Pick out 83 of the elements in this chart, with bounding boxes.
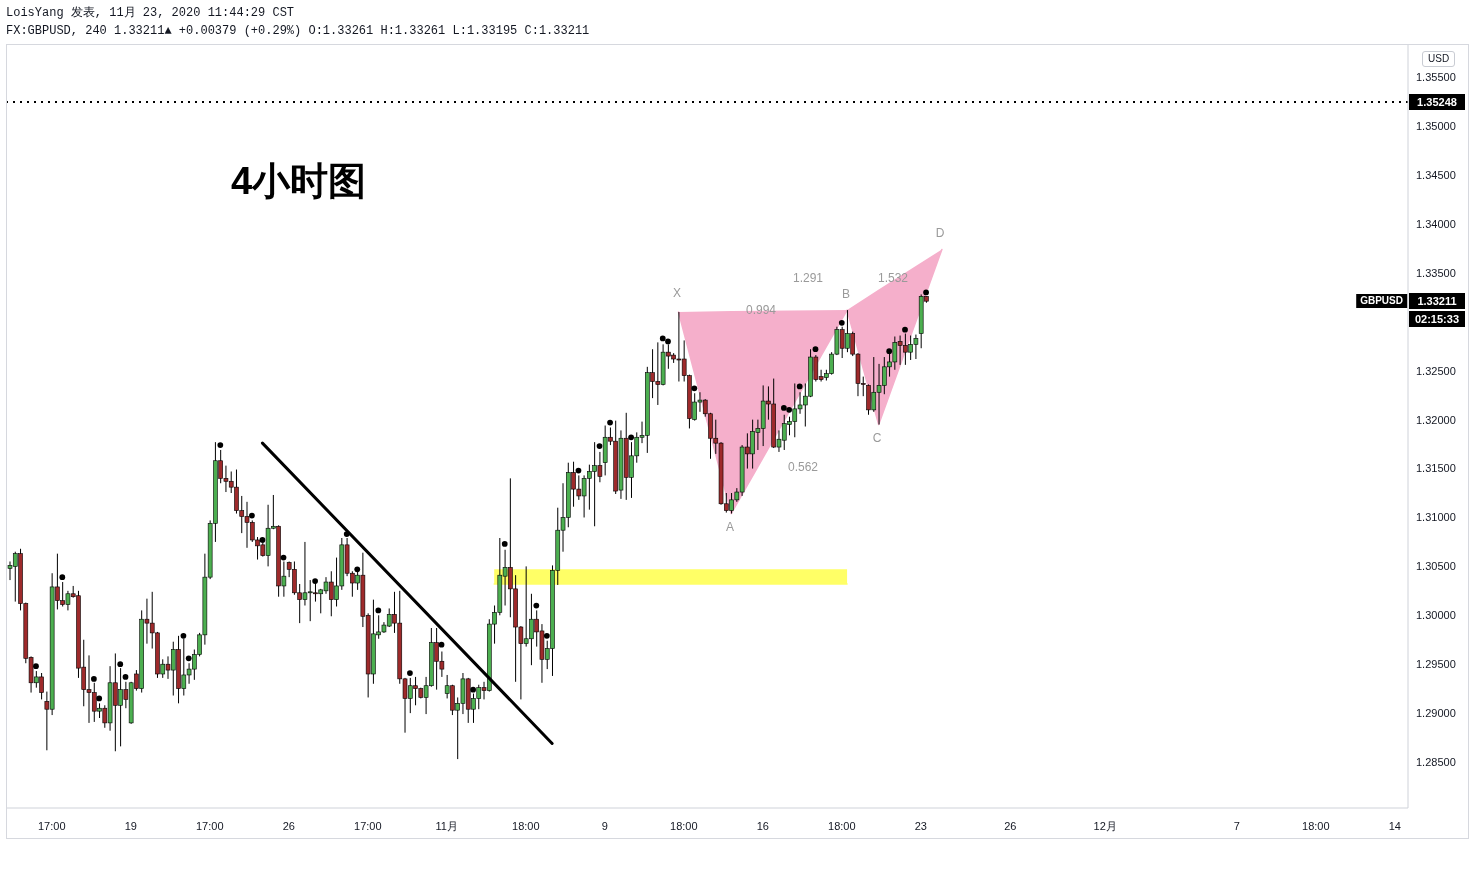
text: 4小时图 [231, 160, 367, 202]
y-tick-label: 1.28500 [1416, 755, 1456, 768]
y-tick-label: 1.33500 [1416, 266, 1456, 279]
y-tick-label: 1.29000 [1416, 707, 1456, 720]
y-tick-label: 1.32000 [1416, 413, 1456, 426]
y-tick-label: 1.35000 [1416, 120, 1456, 133]
x-tick-label: 18:00 [1302, 820, 1330, 832]
x-tick-label: 14 [1388, 820, 1401, 832]
x-tick-label: 26 [1004, 820, 1017, 832]
point [96, 695, 103, 702]
y-tick-label: 1.32500 [1416, 364, 1456, 377]
y-tick-label: 1.30000 [1416, 609, 1456, 622]
point [607, 419, 613, 426]
point [185, 655, 192, 662]
annotation: A [725, 520, 735, 534]
annotation: C [872, 431, 882, 445]
point [543, 632, 550, 639]
point [217, 442, 224, 448]
point [180, 632, 187, 639]
point [375, 607, 382, 614]
x-tick-label: 16 [756, 820, 769, 832]
annotation: B [841, 287, 851, 301]
x-tick-label: 9 [601, 820, 608, 832]
point [501, 541, 508, 547]
x-tick-label: 12月 [1093, 820, 1117, 832]
point [280, 554, 287, 561]
point [33, 663, 39, 670]
y-tick-label: 1.34000 [1416, 217, 1456, 230]
point [533, 602, 540, 609]
point [838, 319, 845, 326]
x-tick-label: 18:00 [670, 820, 698, 832]
point [122, 674, 129, 680]
point [249, 512, 255, 519]
point [259, 537, 266, 543]
point [575, 467, 582, 474]
point [628, 434, 635, 441]
point [438, 641, 445, 648]
x-tick-label: 7 [1233, 820, 1240, 832]
point [796, 383, 803, 390]
annotation: D [935, 226, 945, 240]
x-tick-label: 11月 [435, 820, 458, 832]
y-tick-label: 1.31000 [1416, 511, 1456, 524]
annotation: 0.562 [787, 460, 819, 474]
text: 1.33211 [1417, 295, 1457, 308]
point [470, 686, 476, 693]
point [691, 385, 698, 392]
chart-subtitle: FX:GBPUSD, 240 1.33211▲ +0.00379 (+0.29%) O:1.33261 H:1.33261 L:1.33195 C:1.33211 [6, 24, 590, 38]
point [407, 670, 413, 676]
text: 02:15:33 [1414, 313, 1460, 326]
x-tick-label: 18:00 [512, 820, 540, 832]
annotation: 1.291 [792, 271, 824, 285]
x-tick-label: 17:00 [196, 820, 224, 832]
y-tick-label: 1.35500 [1416, 71, 1456, 84]
ref-line-label: 1.35248 [1417, 95, 1457, 108]
x-tick-label: 23 [914, 820, 927, 832]
point [91, 676, 97, 682]
point [780, 405, 787, 411]
point [59, 574, 66, 581]
y-axis-title: USD [1428, 53, 1450, 64]
x-tick-label: 26 [282, 820, 295, 832]
point [354, 566, 361, 573]
point [117, 661, 124, 668]
x-tick-label: 19 [124, 820, 137, 832]
point [596, 443, 603, 449]
y-tick-label: 1.31500 [1416, 462, 1456, 475]
y-tick-label: 1.34500 [1416, 169, 1456, 182]
x-tick-label: 17:00 [38, 820, 66, 832]
text: LoisYang 发表, 11月 23, 2020 11:44:29 CST [6, 6, 295, 20]
point [659, 335, 666, 342]
x-tick-label: 18:00 [828, 820, 856, 832]
point [902, 326, 908, 333]
y-tick-label: 1.29500 [1416, 658, 1456, 671]
point [343, 531, 350, 537]
point [312, 578, 318, 584]
point [665, 338, 671, 345]
point [786, 407, 793, 413]
point [812, 346, 819, 353]
point [923, 289, 929, 296]
point [886, 348, 893, 355]
annotation: GBPUSD [1360, 295, 1403, 307]
annotation: X [672, 286, 682, 300]
x-tick-label: 17:00 [354, 820, 382, 832]
y-tick-label: 1.30500 [1416, 560, 1456, 573]
